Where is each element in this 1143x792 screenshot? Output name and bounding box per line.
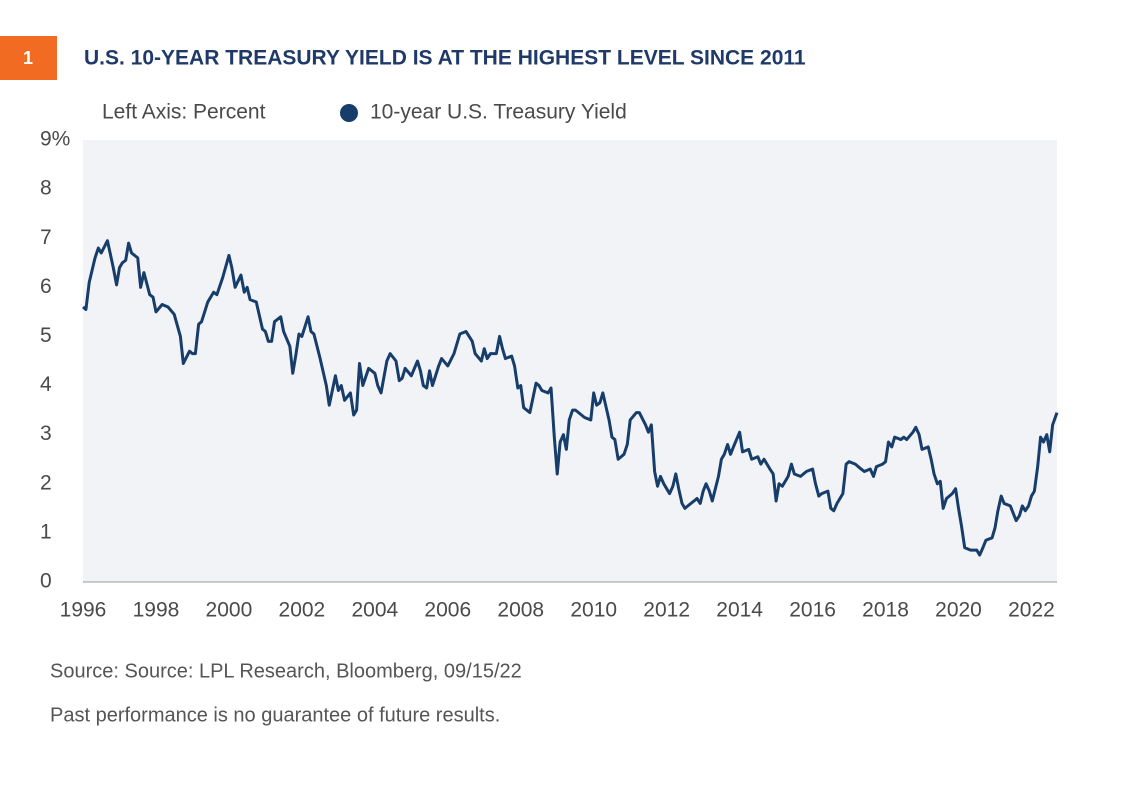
- source: Source: Source: LPL Research, Bloomberg,…: [50, 660, 522, 682]
- y-tick-label: 7: [40, 226, 52, 249]
- y-tick-label: 6: [40, 275, 52, 298]
- x-tick-label: 1996: [60, 599, 107, 622]
- x-tick-label: 2000: [206, 599, 253, 622]
- x-tick-label: 1998: [133, 599, 180, 622]
- y-axis-label: Left Axis: Percent: [102, 101, 266, 124]
- x-tick-label: 2018: [862, 599, 909, 622]
- x-tick-label: 2010: [570, 599, 617, 622]
- y-tick-label: 8: [40, 177, 52, 200]
- series-line: [82, 239, 1059, 557]
- x-tick-label: 2022: [1008, 599, 1055, 622]
- y-tick-label: 4: [40, 373, 52, 396]
- x-tick-label: 2004: [351, 599, 398, 622]
- x-tick-label: 2016: [789, 599, 836, 622]
- x-tick-label: 2006: [424, 599, 471, 622]
- x-tick-label: 2020: [935, 599, 982, 622]
- x-tick-label: 2014: [716, 599, 763, 622]
- y-tick-label: 5: [40, 324, 52, 347]
- note: Past performance is no guarantee of futu…: [50, 704, 500, 726]
- legend-label: 10-year U.S. Treasury Yield: [370, 101, 627, 124]
- y-tick-label: 9%: [40, 128, 70, 151]
- badge-box: [0, 36, 57, 80]
- y-tick-label: 3: [40, 422, 52, 445]
- x-tick-label: 2012: [643, 599, 690, 622]
- plot-area: [83, 140, 1057, 582]
- x-tick-label: 2008: [497, 599, 544, 622]
- legend-marker: [340, 104, 358, 122]
- chart-title: U.S. 10-YEAR TREASURY YIELD IS AT THE HI…: [84, 47, 806, 70]
- y-tick-label: 2: [40, 471, 52, 494]
- y-tick-label: 0: [40, 570, 52, 593]
- x-tick-label: 2002: [279, 599, 326, 622]
- badge-number: 1: [23, 48, 33, 68]
- y-tick-label: 1: [40, 520, 52, 543]
